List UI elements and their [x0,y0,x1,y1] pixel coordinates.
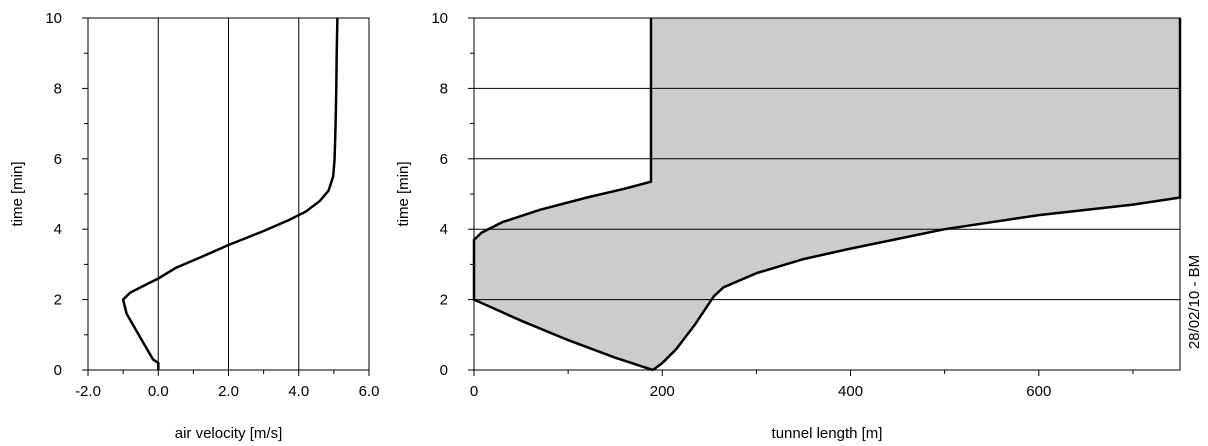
right-y-axis-label: time [min] [395,161,412,226]
right-y-tick-label-3: 6 [440,151,448,168]
left-y-tick-label-2: 4 [54,221,62,238]
left-y-tick-label-1: 2 [54,292,62,309]
right-x-tick-label-1: 200 [650,383,675,400]
left-y-tick-label-4: 8 [54,80,62,97]
right-x-tick-label-3: 600 [1026,383,1051,400]
left-chart: -2.0 0.0 2.0 4.0 6.0 0 2 4 6 8 10 air velocity [m… [9,10,379,442]
right-y-tick-label-4: 8 [440,80,448,97]
right-y-tick-labels: 0 2 4 6 8 10 [431,10,448,379]
left-y-tick-labels: 0 2 4 6 8 10 [45,10,62,379]
right-y-tick-label-1: 2 [440,292,448,309]
left-boundary-line [472,18,654,372]
left-grid [157,18,300,370]
right-x-tick-label-0: 0 [470,383,478,400]
left-ticks [82,17,370,376]
right-y-tick-label-5: 10 [431,10,448,27]
left-y-tick-label-0: 0 [54,362,62,379]
left-y-tick-label-3: 6 [54,151,62,168]
left-x-axis-label: air velocity [m/s] [175,425,283,442]
right-grid [474,87,1180,301]
side-note: 28/02/10 - BM [1186,255,1203,349]
right-ticks [468,17,1134,376]
left-y-tick-label-5: 10 [45,10,62,27]
left-x-tick-label-4: 6.0 [359,383,380,400]
right-boundary-line [652,18,1182,372]
right-x-tick-labels: 0 200 400 600 [470,383,1051,400]
right-y-tick-label-0: 0 [440,362,448,379]
right-y-tick-label-2: 4 [440,221,448,238]
right-x-tick-label-2: 400 [838,383,863,400]
air-velocity-line [121,17,339,370]
right-x-axis-label: tunnel length [m] [772,425,883,442]
left-x-tick-label-1: 0.0 [148,383,169,400]
left-y-axis-label: time [min] [9,161,26,226]
shaded-area [474,18,1180,370]
right-chart: 0 200 400 600 0 2 4 6 8 10 tunnel length [m] tim… [395,10,1182,442]
left-x-tick-label-2: 2.0 [218,383,239,400]
left-x-tick-labels: -2.0 0.0 2.0 4.0 6.0 [75,383,379,400]
left-x-tick-label-3: 4.0 [288,383,309,400]
left-x-tick-label-0: -2.0 [75,383,101,400]
